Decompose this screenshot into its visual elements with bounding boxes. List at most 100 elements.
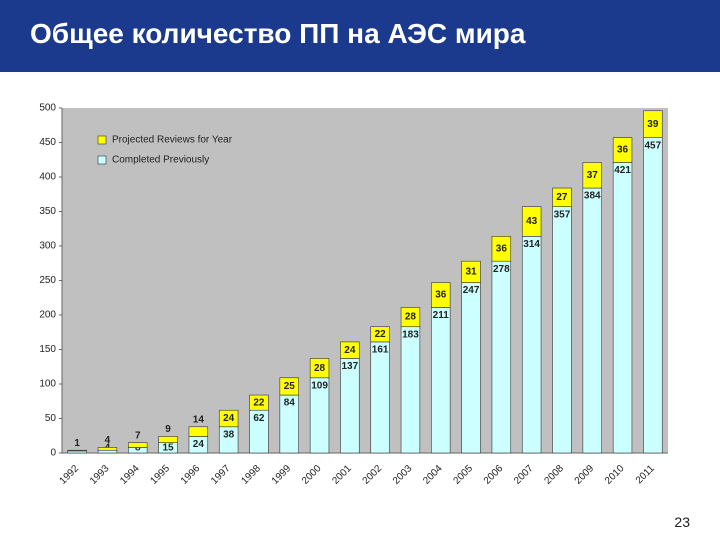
bar-segment xyxy=(521,206,542,237)
bar-segment xyxy=(431,282,451,308)
x-tick-label: 2001 xyxy=(330,463,354,487)
bar-segment xyxy=(370,326,390,343)
slide-title: Общее количество ПП на АЭС мира xyxy=(30,18,526,49)
chart: 0501001502002503003504004505001199244199… xyxy=(39,103,668,487)
x-tick-label: 1997 xyxy=(209,463,233,487)
bar-segment xyxy=(400,307,421,328)
y-tick-label: 450 xyxy=(39,137,56,148)
x-tick-label: 2000 xyxy=(300,463,324,487)
bar-segment xyxy=(249,394,269,411)
x-tick-label: 1994 xyxy=(118,463,142,487)
x-tick-label: 2005 xyxy=(452,463,476,487)
data-label: 36 xyxy=(496,243,508,254)
bar-segment xyxy=(128,442,148,448)
x-tick-label: 2006 xyxy=(482,463,506,487)
data-label: 1 xyxy=(74,438,80,449)
bar-segment xyxy=(279,377,299,396)
data-label: 36 xyxy=(617,145,629,156)
page-number: 23 xyxy=(674,514,690,530)
y-tick-label: 250 xyxy=(39,275,56,286)
data-label: 278 xyxy=(493,264,510,275)
data-label: 43 xyxy=(526,216,538,227)
data-label: 84 xyxy=(284,398,296,409)
bar-segment xyxy=(461,260,481,283)
bar-segment xyxy=(400,326,421,454)
x-tick-label: 1996 xyxy=(179,463,203,487)
header-bar: Общее количество ПП на АЭС мира xyxy=(0,0,720,72)
data-label: 421 xyxy=(614,165,631,176)
bar-segment xyxy=(67,450,87,454)
y-tick-label: 350 xyxy=(39,206,56,217)
bar-segment xyxy=(340,341,360,359)
x-tick-label: 1998 xyxy=(239,463,263,487)
x-tick-label: 1993 xyxy=(88,463,112,487)
x-tick-label: 2008 xyxy=(542,463,566,487)
bar-segment xyxy=(431,307,451,454)
y-tick-label: 50 xyxy=(45,413,57,424)
data-label: 15 xyxy=(162,443,174,454)
bar-segment xyxy=(461,282,481,454)
data-label: 39 xyxy=(647,119,659,130)
bar-segment xyxy=(340,358,360,454)
data-label: 36 xyxy=(435,290,447,301)
y-tick-label: 500 xyxy=(39,103,56,114)
data-label: 161 xyxy=(372,345,389,356)
data-label: 137 xyxy=(342,361,359,372)
bar-segment xyxy=(643,137,663,454)
x-tick-label: 2009 xyxy=(573,463,597,487)
bar-segment xyxy=(552,206,572,454)
bar-segment xyxy=(218,409,239,428)
legend-swatch xyxy=(97,135,107,145)
data-label: 24 xyxy=(193,439,205,450)
data-label: 28 xyxy=(314,363,326,374)
data-label: 314 xyxy=(523,239,540,250)
data-label: 357 xyxy=(554,209,571,220)
data-label: 38 xyxy=(223,429,235,440)
x-tick-label: 1995 xyxy=(149,463,173,487)
data-label: 24 xyxy=(223,413,235,424)
x-tick-label: 2007 xyxy=(512,463,536,487)
legend-label: Projected Reviews for Year xyxy=(112,135,233,146)
legend-swatch xyxy=(97,155,107,165)
data-label: 384 xyxy=(584,191,601,202)
data-label: 9 xyxy=(165,424,171,435)
data-label: 25 xyxy=(284,381,296,392)
bar-segment xyxy=(552,187,572,207)
y-tick-label: 150 xyxy=(39,344,56,355)
bar-segment xyxy=(158,436,178,443)
bar-segment xyxy=(612,162,633,454)
data-label: 14 xyxy=(193,414,205,425)
x-tick-label: 1999 xyxy=(270,463,294,487)
y-tick-label: 200 xyxy=(39,310,56,321)
bar-segment xyxy=(582,162,602,189)
bar-segment xyxy=(582,187,602,454)
data-label: 8 xyxy=(135,443,141,454)
y-tick-label: 0 xyxy=(50,448,56,459)
data-label: 22 xyxy=(375,329,387,340)
bar-segment xyxy=(188,426,209,437)
x-tick-label: 2002 xyxy=(361,463,385,487)
x-tick-label: 2011 xyxy=(634,463,657,486)
data-label: 4 xyxy=(105,435,111,446)
x-tick-label: 2004 xyxy=(421,463,445,487)
data-label: 62 xyxy=(253,413,265,424)
bar-segment xyxy=(643,110,663,138)
data-label: 457 xyxy=(645,140,662,151)
x-tick-label: 1992 xyxy=(58,463,82,487)
bar-segment xyxy=(67,449,87,452)
bar-segment xyxy=(491,236,512,262)
data-label: 22 xyxy=(253,397,265,408)
data-label: 247 xyxy=(463,285,480,296)
data-label: 37 xyxy=(587,170,599,181)
legend-label: Completed Previously xyxy=(112,155,209,166)
data-label: 24 xyxy=(344,345,356,356)
y-tick-label: 100 xyxy=(39,379,56,390)
data-label: 109 xyxy=(311,380,328,391)
bar-segment xyxy=(612,137,633,163)
data-label: 27 xyxy=(556,192,568,203)
bar-segment xyxy=(309,358,330,379)
bar-segment xyxy=(370,341,390,454)
data-label: 7 xyxy=(135,430,141,441)
bar-segment xyxy=(521,236,542,454)
